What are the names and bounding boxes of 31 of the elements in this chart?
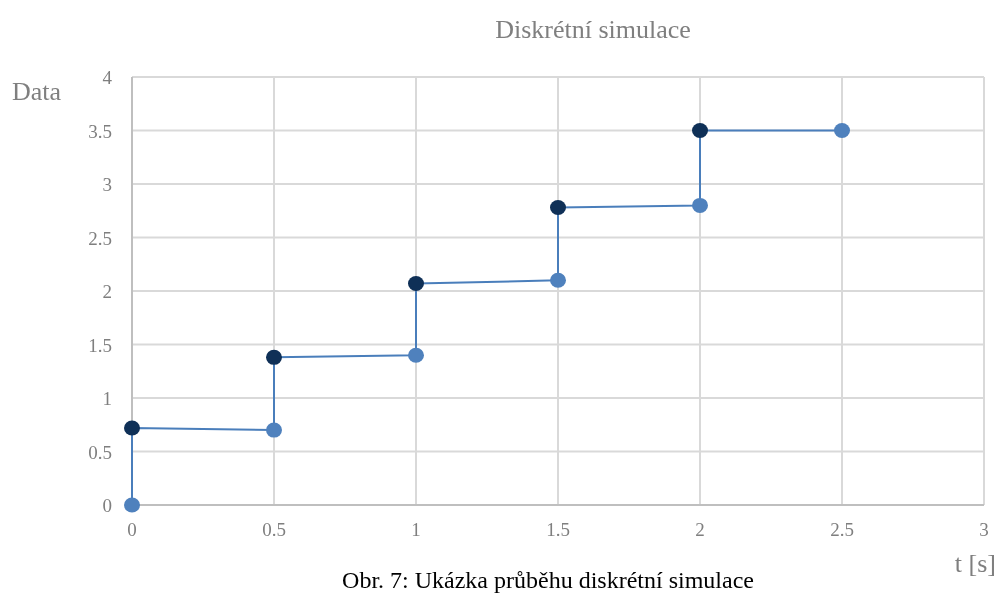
y-tick-label: 1	[102, 388, 112, 409]
y-tick-label: 1.5	[88, 334, 112, 356]
x-tick-label: 3	[979, 519, 989, 540]
x-tick-label: 1	[411, 519, 421, 540]
point	[692, 123, 708, 138]
point	[124, 420, 140, 436]
point	[408, 347, 424, 363]
point	[124, 497, 140, 513]
point	[692, 197, 708, 213]
x-tick-label: 0.5	[262, 519, 286, 540]
point	[408, 276, 424, 292]
point	[266, 422, 282, 438]
point	[550, 200, 566, 216]
x-axis-title: t [s]	[954, 549, 996, 578]
x-tick-label: 0	[127, 519, 137, 540]
chart-title: Diskrétní simulace	[495, 15, 691, 44]
y-tick-label: 0	[102, 495, 112, 516]
point	[834, 123, 850, 138]
y-tick-label: 2	[102, 281, 112, 302]
x-tick-label: 2.5	[830, 519, 854, 540]
x-tick-label: 2	[695, 519, 705, 540]
y-tick-label: 3.5	[88, 120, 112, 142]
y-tick-label: 0.5	[88, 441, 112, 463]
x-tick-label: 1.5	[546, 519, 570, 540]
y-tick-label: 4	[102, 67, 113, 88]
point	[266, 349, 282, 365]
text: Obr. 7: Ukázka průběhu diskrétní simulace	[342, 567, 754, 593]
y-tick-label: 3	[102, 174, 112, 195]
point	[550, 272, 566, 288]
y-axis-title: Data	[12, 77, 62, 106]
y-tick-label: 2.5	[88, 227, 112, 249]
